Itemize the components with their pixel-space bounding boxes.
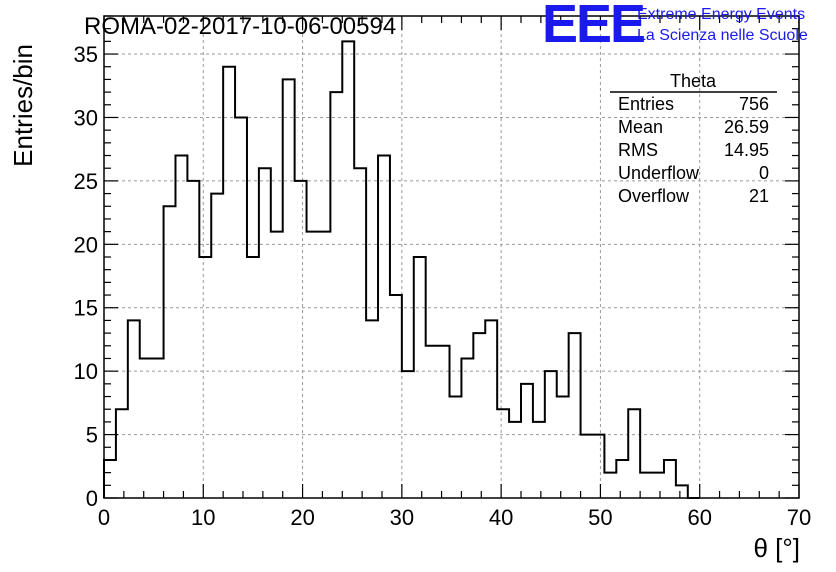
logo-line-1: Extreme Energy Events [637,6,805,23]
y-tick-label: 10 [74,359,98,384]
stats-row-label: Mean [618,117,663,137]
x-tick-label: 20 [290,505,314,530]
y-tick-label: 30 [74,105,98,130]
y-tick-label: 15 [74,296,98,321]
stats-rows: Entries 756 Mean 26.59 RMS 14.95 Underflow 0 Ove… [618,94,769,206]
x-tick-label: 10 [191,505,215,530]
y-tick-label: 35 [74,42,98,67]
x-axis-label: θ [°] [753,533,800,563]
x-tick-labels: 0 10 20 30 40 50 60 70 [98,505,811,530]
grid-lines [104,16,799,498]
stats-row-label: RMS [618,140,658,160]
x-tick-label: 0 [98,505,110,530]
y-tick-labels: 0 5 10 15 20 25 30 35 [74,42,98,511]
y-axis-label: Entries/bin [8,44,38,167]
stats-row-value: 14.95 [724,140,769,160]
x-tick-label: 70 [787,505,811,530]
logo-line-2: La Scienza nelle Scuole [637,27,808,44]
x-tick-label: 30 [390,505,414,530]
x-tick-label: 50 [588,505,612,530]
eee-logo: EEE [542,0,644,54]
stats-box: Theta Entries 756 Mean 26.59 RMS 14.95 Underfl… [610,71,777,206]
x-tick-label: 60 [687,505,711,530]
stats-row-label: Entries [618,94,674,114]
y-tick-label: 5 [86,423,98,448]
histogram-line [103,40,700,499]
stats-row-value: 21 [749,186,769,206]
stats-row-value: 0 [759,163,769,183]
stats-row-value: 756 [739,94,769,114]
y-tick-label: 0 [86,486,98,511]
y-tick-label: 20 [74,232,98,257]
stats-row-label: Underflow [618,163,700,183]
y-tick-label: 25 [74,169,98,194]
stats-row-label: Overflow [618,186,690,206]
stats-row-value: 26.59 [724,117,769,137]
stats-title: Theta [670,71,717,91]
chart-title: ROMA-02-2017-10-06-00594 [84,13,396,40]
x-tick-label: 40 [489,505,513,530]
axis-ticks [103,15,800,499]
